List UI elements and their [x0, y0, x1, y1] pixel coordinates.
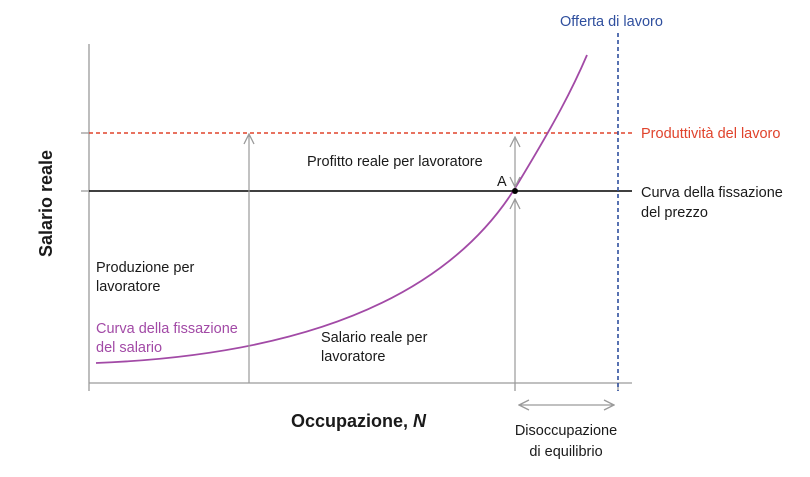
- y-axis-title: Salario reale: [36, 150, 56, 257]
- real-wage-label: Salario reale per: [321, 330, 428, 346]
- unemployment-label: Disoccupazione: [515, 423, 617, 439]
- unemployment-label-2: di equilibrio: [529, 444, 602, 460]
- profit-label: Profitto reale per lavoratore: [307, 154, 483, 170]
- output-label: Produzione per: [96, 260, 195, 276]
- wage-setting-label: Curva della fissazione: [96, 321, 238, 337]
- price-setting-label: Curva della fissazione: [641, 185, 783, 201]
- labor-supply-label: Offerta di lavoro: [560, 14, 663, 30]
- price-setting-label-2: del prezzo: [641, 205, 708, 221]
- equilibrium-point: [512, 188, 518, 194]
- point-a-label: A: [497, 174, 507, 190]
- output-label-2: lavoratore: [96, 279, 160, 295]
- wage-setting-label-2: del salario: [96, 340, 162, 356]
- x-axis-title: Occupazione, N: [291, 411, 427, 431]
- productivity-label: Produttività del lavoro: [641, 126, 780, 142]
- wage-setting-curve: [95, 54, 588, 364]
- real-wage-label-2: lavoratore: [321, 349, 385, 365]
